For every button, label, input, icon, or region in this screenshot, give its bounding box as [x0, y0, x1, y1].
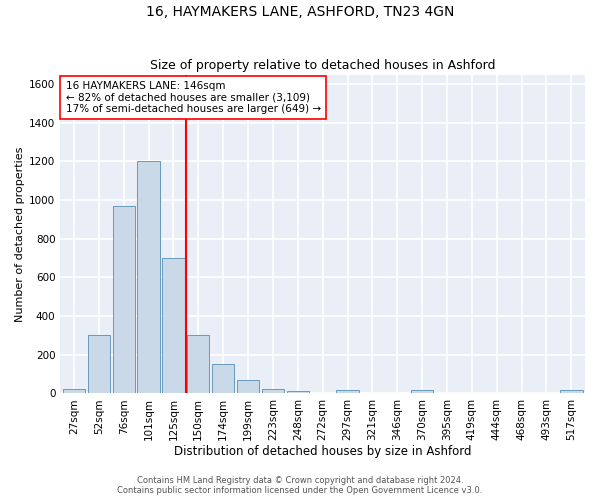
- Bar: [237, 380, 259, 394]
- Bar: [212, 364, 235, 394]
- Bar: [411, 390, 433, 394]
- Bar: [162, 258, 185, 394]
- Bar: [113, 206, 135, 394]
- Bar: [187, 336, 209, 394]
- Bar: [88, 336, 110, 394]
- Bar: [287, 392, 309, 394]
- Y-axis label: Number of detached properties: Number of detached properties: [15, 146, 25, 322]
- Bar: [63, 390, 85, 394]
- Bar: [262, 388, 284, 394]
- Title: Size of property relative to detached houses in Ashford: Size of property relative to detached ho…: [150, 59, 496, 72]
- Text: 16 HAYMAKERS LANE: 146sqm
← 82% of detached houses are smaller (3,109)
17% of se: 16 HAYMAKERS LANE: 146sqm ← 82% of detac…: [65, 81, 320, 114]
- Text: 16, HAYMAKERS LANE, ASHFORD, TN23 4GN: 16, HAYMAKERS LANE, ASHFORD, TN23 4GN: [146, 5, 454, 19]
- Bar: [137, 162, 160, 394]
- Text: Contains HM Land Registry data © Crown copyright and database right 2024.
Contai: Contains HM Land Registry data © Crown c…: [118, 476, 482, 495]
- Bar: [337, 390, 359, 394]
- X-axis label: Distribution of detached houses by size in Ashford: Distribution of detached houses by size …: [174, 444, 472, 458]
- Bar: [560, 390, 583, 394]
